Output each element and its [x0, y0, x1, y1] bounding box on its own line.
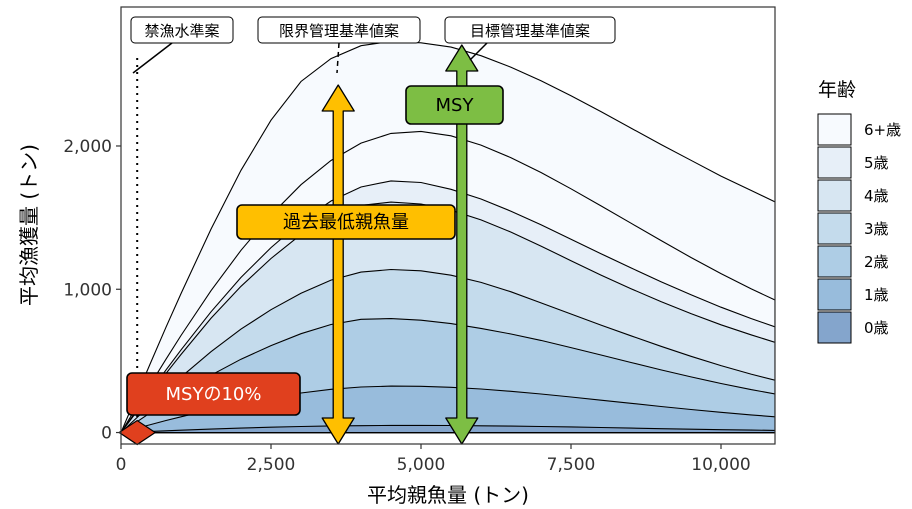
legend-swatch [817, 113, 852, 146]
total-catch-curve [121, 40, 775, 433]
y-tick-label: 1,000 [63, 280, 112, 300]
msy10-label: MSYの10% [166, 384, 262, 405]
x-tick-label: 2,500 [247, 455, 296, 475]
area-0歳 [121, 424, 775, 434]
legend-label: 2歳 [864, 253, 889, 271]
legend-title: 年齢 [818, 79, 856, 101]
legend-swatch [817, 311, 852, 344]
y-tick-label: 0 [101, 424, 112, 444]
legend-label: 3歳 [864, 220, 889, 238]
legend-swatch [817, 245, 852, 278]
legend-label: 0歳 [864, 319, 889, 337]
msy-box [405, 85, 504, 125]
legend-swatch [817, 278, 852, 311]
prohibition-callout-box [130, 16, 234, 44]
prohibition-callout-label: 禁漁水準案 [144, 22, 219, 40]
x-tick-label: 5,000 [397, 455, 446, 475]
prohibition-callout-leader [132, 42, 173, 74]
msy10-box [126, 372, 301, 416]
target-callout-box [444, 16, 616, 44]
legend-label: 5歳 [864, 154, 889, 172]
x-tick-label: 10,000 [691, 455, 750, 475]
msy10-diamond [118, 419, 157, 446]
lowest-spawning-box [236, 204, 456, 240]
legend-swatch [817, 146, 852, 179]
x-tick-label: 0 [116, 455, 127, 475]
target-callout-label: 目標管理基準値案 [470, 22, 590, 40]
annotation-layer: MSYの10% 過去最低親魚量 MSY 禁漁水準案 限界管理基準値案 目標管理基準値案 [118, 16, 616, 446]
legend-label: 6+歳 [864, 121, 901, 139]
y-axis: 0 1,000 2,000 [63, 137, 121, 444]
limit-callout-label: 限界管理基準値案 [279, 22, 399, 40]
y-axis-title: 平均漁獲量 (トン) [17, 144, 41, 306]
legend-label: 1歳 [864, 286, 889, 304]
y-tick-label: 2,000 [63, 137, 112, 157]
target-callout-leader [469, 42, 488, 61]
msy-label: MSY [436, 95, 475, 116]
legend: 年齢 6+歳 5歳 4歳 3歳 2歳 1歳 0歳 [817, 79, 901, 344]
plot-panel: MSYの10% 過去最低親魚量 MSY 禁漁水準案 限界管理基準値案 目標管理基準値案 [118, 6, 776, 446]
x-axis-title: 平均親魚量 (トン) [367, 483, 529, 507]
x-tick-label: 7,500 [547, 455, 596, 475]
x-axis: 0 2,500 5,000 7,500 10,000 [116, 444, 751, 475]
legend-swatch [817, 212, 852, 245]
legend-swatch [817, 179, 852, 212]
plot-border [120, 6, 776, 445]
lowest-spawning-label: 過去最低親魚量 [283, 212, 409, 233]
legend-label: 4歳 [864, 187, 889, 205]
